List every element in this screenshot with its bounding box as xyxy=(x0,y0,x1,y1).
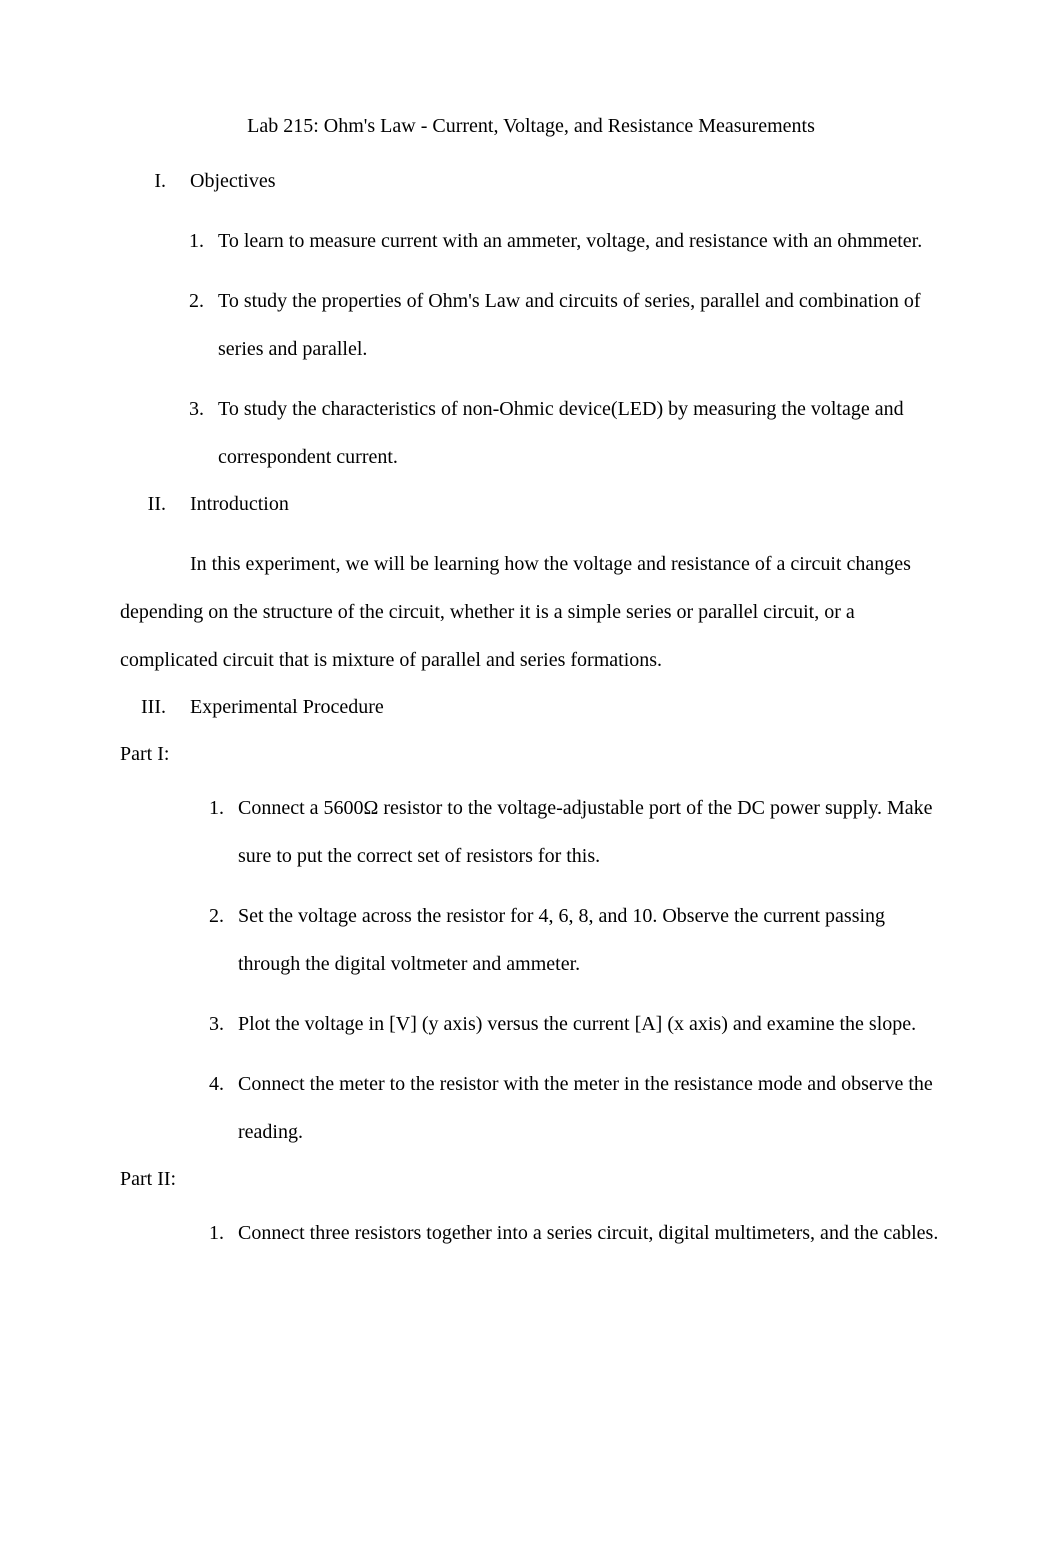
item-text: Set the voltage across the resistor for … xyxy=(238,892,942,988)
section-introduction-header: II. Introduction xyxy=(120,493,942,516)
objective-item: 3. To study the characteristics of non-O… xyxy=(120,385,942,481)
roman-numeral: II. xyxy=(120,493,190,516)
procedure-item: 1. Connect a 5600Ω resistor to the volta… xyxy=(120,784,942,880)
procedure-item: 1. Connect three resistors together into… xyxy=(120,1209,942,1257)
item-number: 1. xyxy=(120,784,238,880)
roman-numeral: III. xyxy=(120,696,190,719)
item-number: 1. xyxy=(120,1209,238,1257)
roman-numeral: I. xyxy=(120,170,190,193)
document-title: Lab 215: Ohm's Law - Current, Voltage, a… xyxy=(120,115,942,138)
item-number: 3. xyxy=(120,385,218,481)
item-number: 2. xyxy=(120,277,218,373)
procedure-item: 3. Plot the voltage in [V] (y axis) vers… xyxy=(120,1000,942,1048)
item-text: Plot the voltage in [V] (y axis) versus … xyxy=(238,1000,942,1048)
part-label: Part I: xyxy=(120,743,942,766)
item-number: 2. xyxy=(120,892,238,988)
section-procedure-header: III. Experimental Procedure xyxy=(120,696,942,719)
procedure-item: 4. Connect the meter to the resistor wit… xyxy=(120,1060,942,1156)
item-text: Connect the meter to the resistor with t… xyxy=(238,1060,942,1156)
section-objectives-header: I. Objectives xyxy=(120,170,942,193)
objective-item: 2. To study the properties of Ohm's Law … xyxy=(120,277,942,373)
section-label: Objectives xyxy=(190,170,276,193)
item-number: 4. xyxy=(120,1060,238,1156)
item-number: 3. xyxy=(120,1000,238,1048)
procedure-item: 2. Set the voltage across the resistor f… xyxy=(120,892,942,988)
section-label: Introduction xyxy=(190,493,289,516)
item-text: To learn to measure current with an amme… xyxy=(218,217,942,265)
part-label: Part II: xyxy=(120,1168,942,1191)
item-text: To study the properties of Ohm's Law and… xyxy=(218,277,942,373)
objective-item: 1. To learn to measure current with an a… xyxy=(120,217,942,265)
introduction-paragraph: In this experiment, we will be learning … xyxy=(120,540,942,684)
item-number: 1. xyxy=(120,217,218,265)
item-text: To study the characteristics of non-Ohmi… xyxy=(218,385,942,481)
item-text: Connect three resistors together into a … xyxy=(238,1209,942,1257)
section-label: Experimental Procedure xyxy=(190,696,384,719)
item-text: Connect a 5600Ω resistor to the voltage-… xyxy=(238,784,942,880)
